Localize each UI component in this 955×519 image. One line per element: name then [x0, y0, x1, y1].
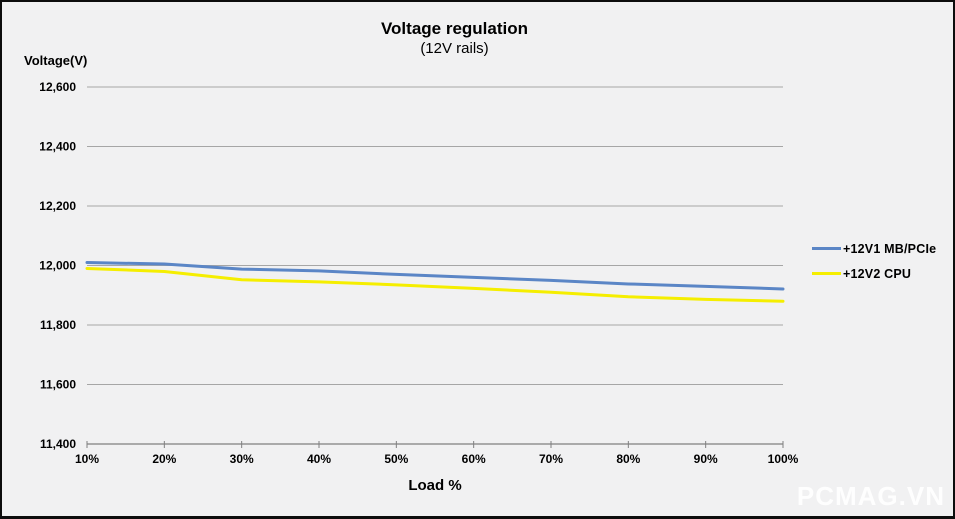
- legend-label: +12V2 CPU: [843, 266, 912, 281]
- x-tick-label: 70%: [539, 452, 563, 466]
- y-tick-label: 11,800: [40, 318, 76, 332]
- legend-item: +12V2 CPU: [812, 261, 936, 286]
- x-tick-label: 100%: [768, 452, 799, 466]
- legend-label: +12V1 MB/PCIe: [843, 241, 937, 256]
- chart-subtitle: (12V rails): [420, 40, 489, 57]
- y-tick-label: 11,600: [40, 378, 76, 392]
- x-tick-label: 30%: [230, 452, 254, 466]
- legend: +12V1 MB/PCIe +12V2 CPU: [812, 236, 936, 286]
- x-tick-label: 50%: [384, 452, 408, 466]
- y-axis-title: Voltage(V): [24, 53, 88, 68]
- y-tick-label: 12,600: [39, 80, 76, 94]
- x-axis-title: Load %: [408, 477, 462, 494]
- chart-title-block: Voltage regulation (12V rails): [2, 18, 907, 58]
- legend-line-icon: [812, 247, 841, 250]
- legend-line-icon: [812, 272, 841, 275]
- x-tick-label: 80%: [616, 452, 640, 466]
- series-line: [85, 266, 785, 303]
- x-tick-label: 40%: [307, 452, 331, 466]
- y-tick-label: 12,000: [39, 259, 76, 273]
- x-tick-label: 90%: [694, 452, 718, 466]
- x-tick-label: 10%: [75, 452, 99, 466]
- x-tick-label: 20%: [152, 452, 176, 466]
- chart-title: Voltage regulation: [380, 19, 529, 38]
- y-tick-label: 11,400: [40, 437, 76, 451]
- watermark: PCMAG.VN: [796, 481, 945, 511]
- series-line: [85, 261, 785, 291]
- legend-item: +12V1 MB/PCIe: [812, 236, 936, 261]
- y-tick-label: 12,200: [39, 199, 76, 213]
- x-tick-label: 60%: [462, 452, 486, 466]
- y-tick-label: 12,400: [39, 140, 76, 154]
